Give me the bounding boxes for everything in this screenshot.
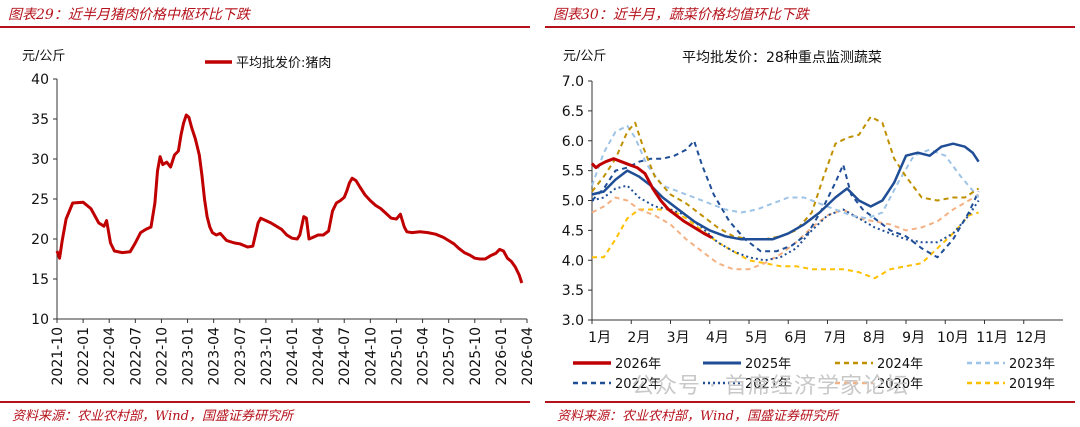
x-tick-label: 5月 <box>745 330 768 346</box>
figure-30-source: 资料来源：农业农村部，Wind，国盛证券研究所 <box>557 409 838 424</box>
x-tick-label: 2024-04 <box>311 327 327 386</box>
source-divider <box>545 401 1075 403</box>
x-tick-label: 2025-01 <box>389 327 405 386</box>
vegetable-price-chart: 元/公斤 平均批发价：28种重点监测蔬菜 3.0 3.5 4.0 4.5 5.0 5.5 6.0… <box>562 49 1063 392</box>
y-tick-label: 5.5 <box>562 164 584 180</box>
y-tick-label: 4.5 <box>562 223 584 239</box>
y-axis-unit: 元/公斤 <box>22 49 65 64</box>
y-tick-label: 7.0 <box>562 74 584 90</box>
y-tick-label: 40 <box>31 72 49 88</box>
source-divider <box>0 401 530 403</box>
x-tick-label: 12月 <box>1015 330 1047 346</box>
x-tick-label: 2月 <box>627 330 650 346</box>
x-tick-label: 2021-10 <box>50 327 66 386</box>
x-tick-label: 1月 <box>588 330 611 346</box>
legend-label: 2019年 <box>1009 377 1055 392</box>
x-tick-label: 2022-01 <box>76 327 92 386</box>
legend-label: 平均批发价:猪肉 <box>236 55 331 71</box>
figure-29-source: 资料来源：农业农村部，Wind，国盛证券研究所 <box>12 409 293 424</box>
series-line-2023年 <box>591 124 980 220</box>
y-tick-label: 25 <box>31 192 49 208</box>
x-tick-label: 2024-10 <box>363 327 379 386</box>
x-tick-label: 4月 <box>706 330 729 346</box>
x-tick-label: 2022-07 <box>128 327 144 386</box>
x-tick-label: 6月 <box>784 330 807 346</box>
legend-label: 2024年 <box>877 357 923 372</box>
x-tick-label: 2023-07 <box>233 327 249 386</box>
x-tick-label: 2026-04 <box>520 327 536 386</box>
legend-label: 2021年 <box>745 377 791 392</box>
watermark-text: 公众号 · 首席经济学家论坛 <box>632 374 909 399</box>
x-tick-label: 2023-01 <box>181 327 197 386</box>
y-axis-unit: 元/公斤 <box>563 49 606 64</box>
title-divider <box>0 26 530 28</box>
y-tick-label: 4.0 <box>562 253 584 269</box>
y-tick-label: 5.0 <box>562 194 584 210</box>
y-tick-label: 15 <box>31 272 49 288</box>
x-tick-label: 2024-07 <box>337 327 353 386</box>
x-tick-label: 2022-10 <box>154 327 170 386</box>
series-line-2020年 <box>591 193 980 271</box>
chart-title: 平均批发价：28种重点监测蔬菜 <box>682 50 882 66</box>
legend-label: 2023年 <box>1009 357 1055 372</box>
series-line-2024年 <box>591 115 980 241</box>
series-line-2022年 <box>591 139 980 259</box>
series-line-pork <box>55 113 524 284</box>
figure-30-title: 图表30：近半月，蔬菜价格均值环比下跌 <box>553 7 809 23</box>
legend-label: 2020年 <box>877 377 923 392</box>
x-tick-label: 2022-04 <box>102 327 118 386</box>
series-line-2026年 <box>590 157 713 239</box>
x-tick-label: 2024-01 <box>285 327 301 386</box>
legend-label: 2026年 <box>615 357 661 372</box>
figure-30-panel: 图表30：近半月，蔬菜价格均值环比下跌 元/公斤 平均批发价：28种重点监测蔬菜 3… <box>545 0 1080 427</box>
series-line-2019年 <box>592 208 979 280</box>
y-tick-label: 6.0 <box>562 134 584 150</box>
x-tick-label: 2025-07 <box>442 327 458 386</box>
pork-price-chart: 元/公斤 10 15 20 25 30 35 40 2021-10 2022-01 2022-04 2… <box>22 49 536 386</box>
y-tick-label: 35 <box>31 112 49 128</box>
y-tick-label: 30 <box>31 152 49 168</box>
series-line-2021年 <box>591 184 980 262</box>
figure-29-title: 图表29：近半月猪肉价格中枢环比下跌 <box>8 7 250 23</box>
y-tick-label: 3.5 <box>562 283 584 299</box>
x-tick-label: 2025-04 <box>416 327 432 386</box>
title-divider <box>545 26 1075 28</box>
x-tick-label: 2023-04 <box>207 327 223 386</box>
y-tick-label: 3.0 <box>562 313 584 329</box>
y-tick-label: 6.5 <box>562 104 584 120</box>
x-tick-label: 8月 <box>863 330 886 346</box>
x-tick-label: 2023-10 <box>259 327 275 386</box>
x-tick-label: 7月 <box>824 330 847 346</box>
y-tick-label: 10 <box>31 312 49 328</box>
legend-label: 2025年 <box>745 357 791 372</box>
x-tick-label: 9月 <box>902 330 925 346</box>
figure-29-panel: 图表29：近半月猪肉价格中枢环比下跌 元/公斤 10 15 20 25 30 35 40 202… <box>0 0 536 427</box>
y-tick-label: 20 <box>31 232 49 248</box>
legend-label: 2022年 <box>615 377 661 392</box>
x-tick-label: 2026-01 <box>494 327 510 386</box>
x-tick-label: 11月 <box>976 330 1008 346</box>
x-tick-label: 2025-10 <box>468 327 484 386</box>
x-tick-label: 10月 <box>937 330 969 346</box>
x-tick-label: 3月 <box>667 330 690 346</box>
